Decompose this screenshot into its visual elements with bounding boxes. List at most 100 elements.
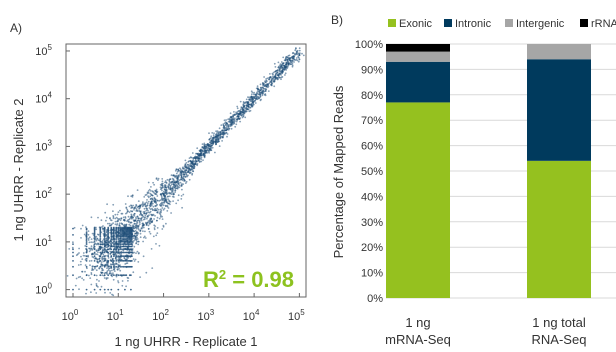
scatter-point	[98, 257, 101, 260]
scatter-point	[91, 269, 93, 271]
scatter-point	[117, 263, 119, 266]
scatter-point	[214, 140, 217, 142]
scatter-point	[161, 218, 164, 221]
scatter-point	[132, 204, 135, 207]
scatter-point	[116, 217, 119, 220]
scatter-point	[119, 237, 122, 239]
scatter-point	[163, 200, 166, 202]
scatter-point	[150, 220, 153, 223]
scatter-point	[237, 113, 240, 116]
scatter-point	[281, 62, 284, 65]
scatter-point	[111, 269, 113, 272]
scatter-point	[151, 207, 153, 210]
scatter-point	[107, 274, 110, 277]
scatter-point	[133, 214, 136, 217]
scatter-point	[106, 270, 109, 273]
scatter-point	[253, 91, 256, 94]
scatter-point	[133, 251, 136, 254]
scatter-point	[114, 232, 117, 235]
scatter-point	[232, 115, 235, 118]
scatter-point	[102, 269, 105, 271]
scatter-point	[204, 145, 206, 148]
scatter-point	[147, 200, 150, 203]
scatter-point	[201, 143, 204, 146]
scatter-point	[110, 263, 112, 266]
scatter-point	[290, 63, 292, 66]
scatter-point	[268, 76, 270, 79]
scatter-point	[156, 211, 159, 213]
scatter-point	[121, 231, 124, 234]
scatter-point	[126, 237, 129, 240]
scatter-point	[143, 207, 146, 210]
scatter-point	[184, 159, 187, 162]
scatter-point	[144, 214, 147, 217]
scatter-point	[208, 132, 210, 135]
scatter-point	[291, 62, 294, 65]
scatter-point	[112, 261, 114, 264]
scatter-point	[205, 147, 208, 150]
scatter-point	[128, 251, 130, 254]
scatter-point	[242, 104, 245, 106]
scatter-point	[117, 250, 120, 252]
scatter-point	[128, 223, 131, 226]
scatter-point	[99, 235, 102, 238]
scatter-point	[96, 265, 98, 268]
scatter-point	[204, 150, 207, 152]
scatter-point	[85, 232, 88, 235]
scatter-point	[115, 216, 118, 219]
bar-y-tick-label: 40%	[361, 191, 383, 203]
scatter-point	[122, 249, 125, 252]
scatter-point	[111, 273, 114, 276]
scatter-point	[84, 264, 87, 266]
scatter-point	[100, 261, 103, 263]
scatter-point	[237, 115, 240, 118]
scatter-point	[157, 179, 159, 182]
scatter-point	[93, 255, 96, 258]
scatter-point	[131, 265, 133, 268]
scatter-point	[177, 199, 180, 202]
scatter-point	[103, 247, 106, 250]
scatter-point	[252, 101, 255, 104]
scatter-point	[217, 138, 220, 141]
scatter-y-tick-label: 103	[35, 138, 52, 153]
scatter-point	[136, 240, 138, 243]
scatter-point	[113, 270, 116, 272]
scatter-point	[113, 267, 116, 270]
scatter-point	[211, 146, 214, 149]
scatter-point	[158, 200, 161, 202]
scatter-point	[180, 195, 183, 197]
scatter-point	[180, 198, 183, 200]
scatter-point	[170, 174, 173, 177]
scatter-point	[133, 245, 136, 248]
scatter-point	[169, 178, 172, 181]
scatter-point	[291, 56, 293, 58]
scatter-point	[139, 212, 142, 215]
scatter-point	[215, 130, 218, 133]
scatter-point	[163, 207, 166, 210]
scatter-point	[263, 85, 266, 87]
scatter-point	[135, 242, 138, 245]
scatter-point	[185, 169, 187, 172]
scatter-point	[284, 57, 287, 60]
scatter-point	[216, 132, 218, 134]
scatter-point	[148, 214, 150, 217]
scatter-point	[179, 170, 182, 173]
scatter-point	[143, 236, 145, 239]
scatter-point	[95, 226, 97, 229]
bar-segment-intronic	[527, 59, 591, 161]
scatter-point	[104, 291, 106, 294]
scatter-point	[84, 255, 86, 257]
scatter-point	[90, 272, 93, 274]
scatter-point	[176, 175, 178, 178]
scatter-point	[167, 198, 170, 201]
scatter-point	[162, 224, 165, 227]
legend-label: Intergenic	[516, 18, 565, 30]
scatter-point	[115, 258, 118, 261]
scatter-point	[134, 226, 137, 229]
scatter-point	[153, 183, 156, 186]
scatter-point	[109, 292, 112, 294]
scatter-x-tick-label: 100	[62, 308, 79, 323]
scatter-point	[145, 224, 148, 227]
scatter-point	[161, 189, 163, 192]
scatter-point	[120, 217, 123, 220]
